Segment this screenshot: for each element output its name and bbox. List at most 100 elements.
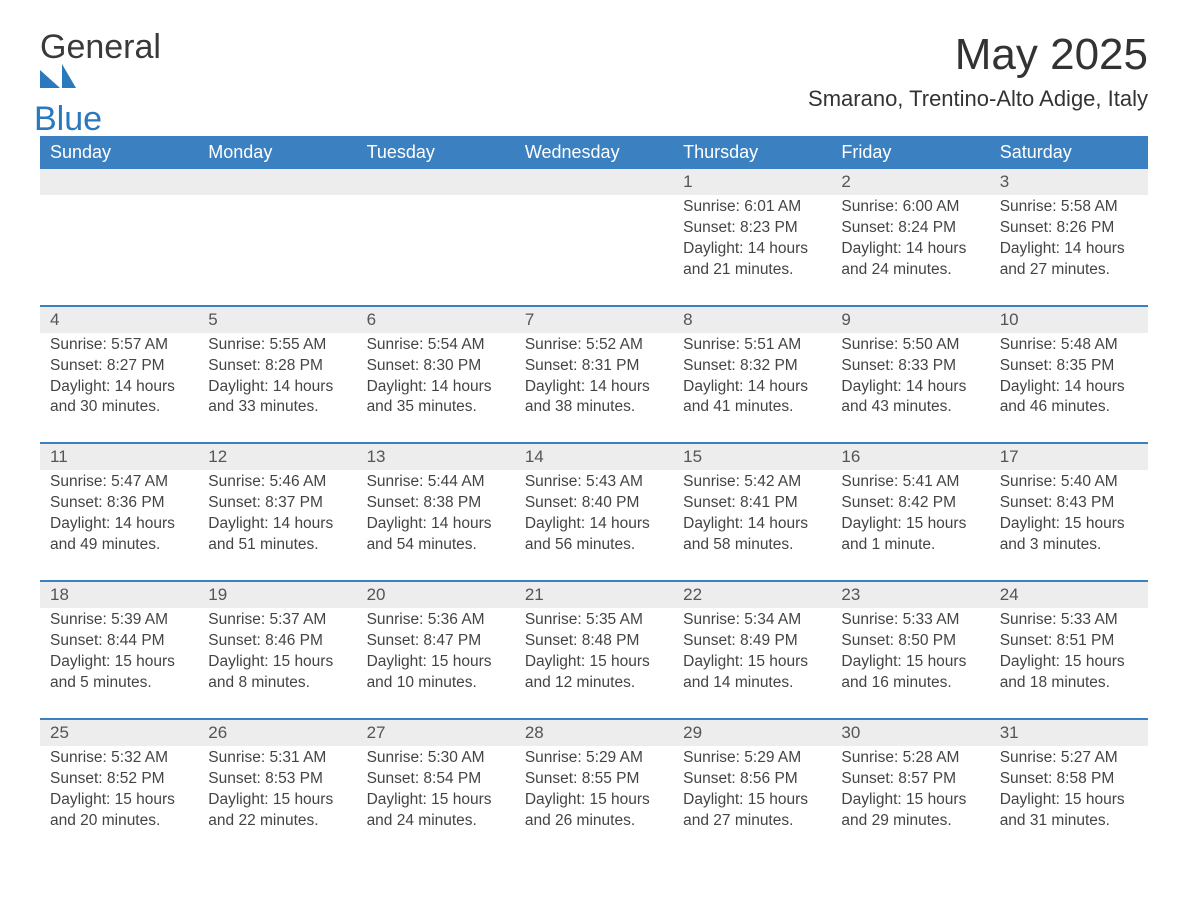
day-number-cell: 15 — [673, 444, 831, 470]
daylight-line: Daylight: 14 hours and 35 minutes. — [367, 377, 505, 419]
day-number-cell: 29 — [673, 720, 831, 746]
sunset-line: Sunset: 8:26 PM — [1000, 218, 1138, 239]
sunrise-line: Sunrise: 5:52 AM — [525, 335, 663, 356]
day-detail-cell: Sunrise: 5:30 AMSunset: 8:54 PMDaylight:… — [357, 746, 515, 856]
daylight-line: Daylight: 15 hours and 14 minutes. — [683, 652, 821, 694]
day-detail-cell: Sunrise: 5:40 AMSunset: 8:43 PMDaylight:… — [990, 470, 1148, 581]
day-detail-cell: Sunrise: 5:27 AMSunset: 8:58 PMDaylight:… — [990, 746, 1148, 856]
sunrise-line: Sunrise: 5:46 AM — [208, 472, 346, 493]
daylight-line: Daylight: 14 hours and 38 minutes. — [525, 377, 663, 419]
brand-word1: General — [40, 28, 161, 66]
day-number-cell: 28 — [515, 720, 673, 746]
sunset-line: Sunset: 8:23 PM — [683, 218, 821, 239]
day-detail-cell: Sunrise: 5:29 AMSunset: 8:55 PMDaylight:… — [515, 746, 673, 856]
day-detail-cell: Sunrise: 5:58 AMSunset: 8:26 PMDaylight:… — [990, 195, 1148, 306]
sunset-line: Sunset: 8:42 PM — [841, 493, 979, 514]
day-number-cell: 3 — [990, 169, 1148, 195]
day-detail-cell — [357, 195, 515, 306]
sunrise-line: Sunrise: 5:58 AM — [1000, 197, 1138, 218]
day-number-cell: 4 — [40, 307, 198, 333]
daylight-line: Daylight: 14 hours and 30 minutes. — [50, 377, 188, 419]
sunrise-line: Sunrise: 5:27 AM — [1000, 748, 1138, 769]
day-number-cell: 24 — [990, 582, 1148, 608]
day-detail-cell: Sunrise: 5:34 AMSunset: 8:49 PMDaylight:… — [673, 608, 831, 719]
sunrise-line: Sunrise: 6:00 AM — [841, 197, 979, 218]
day-number-cell: 10 — [990, 307, 1148, 333]
daylight-line: Daylight: 15 hours and 22 minutes. — [208, 790, 346, 832]
daylight-line: Daylight: 15 hours and 26 minutes. — [525, 790, 663, 832]
sunset-line: Sunset: 8:48 PM — [525, 631, 663, 652]
day-detail-cell: Sunrise: 5:43 AMSunset: 8:40 PMDaylight:… — [515, 470, 673, 581]
day-number-cell — [198, 169, 356, 195]
day-detail-cell: Sunrise: 5:52 AMSunset: 8:31 PMDaylight:… — [515, 333, 673, 444]
day-number-cell: 18 — [40, 582, 198, 608]
sunrise-line: Sunrise: 5:35 AM — [525, 610, 663, 631]
daylight-line: Daylight: 15 hours and 31 minutes. — [1000, 790, 1138, 832]
daylight-line: Daylight: 15 hours and 5 minutes. — [50, 652, 188, 694]
day-number-cell: 25 — [40, 720, 198, 746]
sunset-line: Sunset: 8:32 PM — [683, 356, 821, 377]
sunrise-line: Sunrise: 5:55 AM — [208, 335, 346, 356]
day-number-cell: 30 — [831, 720, 989, 746]
daylight-line: Daylight: 14 hours and 56 minutes. — [525, 514, 663, 556]
day-number-cell — [40, 169, 198, 195]
sunrise-line: Sunrise: 5:37 AM — [208, 610, 346, 631]
daylight-line: Daylight: 15 hours and 10 minutes. — [367, 652, 505, 694]
day-number-cell: 1 — [673, 169, 831, 195]
day-detail-cell — [198, 195, 356, 306]
sunrise-line: Sunrise: 5:41 AM — [841, 472, 979, 493]
daylight-line: Daylight: 15 hours and 12 minutes. — [525, 652, 663, 694]
day-number-cell: 11 — [40, 444, 198, 470]
daylight-line: Daylight: 15 hours and 27 minutes. — [683, 790, 821, 832]
day-number-cell: 23 — [831, 582, 989, 608]
daylight-line: Daylight: 15 hours and 24 minutes. — [367, 790, 505, 832]
sunset-line: Sunset: 8:35 PM — [1000, 356, 1138, 377]
day-number-cell: 16 — [831, 444, 989, 470]
sunset-line: Sunset: 8:58 PM — [1000, 769, 1138, 790]
sunset-line: Sunset: 8:40 PM — [525, 493, 663, 514]
day-detail-cell: Sunrise: 5:41 AMSunset: 8:42 PMDaylight:… — [831, 470, 989, 581]
day-number-cell: 12 — [198, 444, 356, 470]
daylight-line: Daylight: 15 hours and 3 minutes. — [1000, 514, 1138, 556]
sunrise-line: Sunrise: 5:34 AM — [683, 610, 821, 631]
day-detail-cell — [40, 195, 198, 306]
sunrise-line: Sunrise: 5:31 AM — [208, 748, 346, 769]
daylight-line: Daylight: 15 hours and 29 minutes. — [841, 790, 979, 832]
day-number-cell: 2 — [831, 169, 989, 195]
day-detail-cell: Sunrise: 5:51 AMSunset: 8:32 PMDaylight:… — [673, 333, 831, 444]
weekday-header: Thursday — [673, 136, 831, 169]
day-number-cell: 17 — [990, 444, 1148, 470]
day-detail-cell: Sunrise: 5:50 AMSunset: 8:33 PMDaylight:… — [831, 333, 989, 444]
weekday-header: Monday — [198, 136, 356, 169]
sunset-line: Sunset: 8:36 PM — [50, 493, 188, 514]
day-number-cell — [515, 169, 673, 195]
sunrise-line: Sunrise: 5:50 AM — [841, 335, 979, 356]
sunrise-line: Sunrise: 5:40 AM — [1000, 472, 1138, 493]
sunset-line: Sunset: 8:31 PM — [525, 356, 663, 377]
day-detail-cell: Sunrise: 6:01 AMSunset: 8:23 PMDaylight:… — [673, 195, 831, 306]
brand-logo: General Blue — [40, 30, 161, 122]
sunset-line: Sunset: 8:49 PM — [683, 631, 821, 652]
sunset-line: Sunset: 8:37 PM — [208, 493, 346, 514]
daylight-line: Daylight: 15 hours and 20 minutes. — [50, 790, 188, 832]
day-detail-cell: Sunrise: 5:33 AMSunset: 8:51 PMDaylight:… — [990, 608, 1148, 719]
daylight-line: Daylight: 14 hours and 43 minutes. — [841, 377, 979, 419]
day-detail-cell: Sunrise: 5:54 AMSunset: 8:30 PMDaylight:… — [357, 333, 515, 444]
day-number-cell: 14 — [515, 444, 673, 470]
day-number-cell: 19 — [198, 582, 356, 608]
day-detail-cell: Sunrise: 5:42 AMSunset: 8:41 PMDaylight:… — [673, 470, 831, 581]
calendar-table: SundayMondayTuesdayWednesdayThursdayFrid… — [40, 136, 1148, 855]
sunset-line: Sunset: 8:41 PM — [683, 493, 821, 514]
brand-word2: Blue — [34, 102, 155, 136]
day-number-cell: 7 — [515, 307, 673, 333]
day-number-cell: 5 — [198, 307, 356, 333]
sunset-line: Sunset: 8:56 PM — [683, 769, 821, 790]
day-detail-cell: Sunrise: 5:44 AMSunset: 8:38 PMDaylight:… — [357, 470, 515, 581]
sunset-line: Sunset: 8:54 PM — [367, 769, 505, 790]
sunset-line: Sunset: 8:47 PM — [367, 631, 505, 652]
day-detail-cell: Sunrise: 5:36 AMSunset: 8:47 PMDaylight:… — [357, 608, 515, 719]
day-detail-cell: Sunrise: 5:32 AMSunset: 8:52 PMDaylight:… — [40, 746, 198, 856]
day-number-cell: 13 — [357, 444, 515, 470]
sunset-line: Sunset: 8:30 PM — [367, 356, 505, 377]
daylight-line: Daylight: 15 hours and 8 minutes. — [208, 652, 346, 694]
